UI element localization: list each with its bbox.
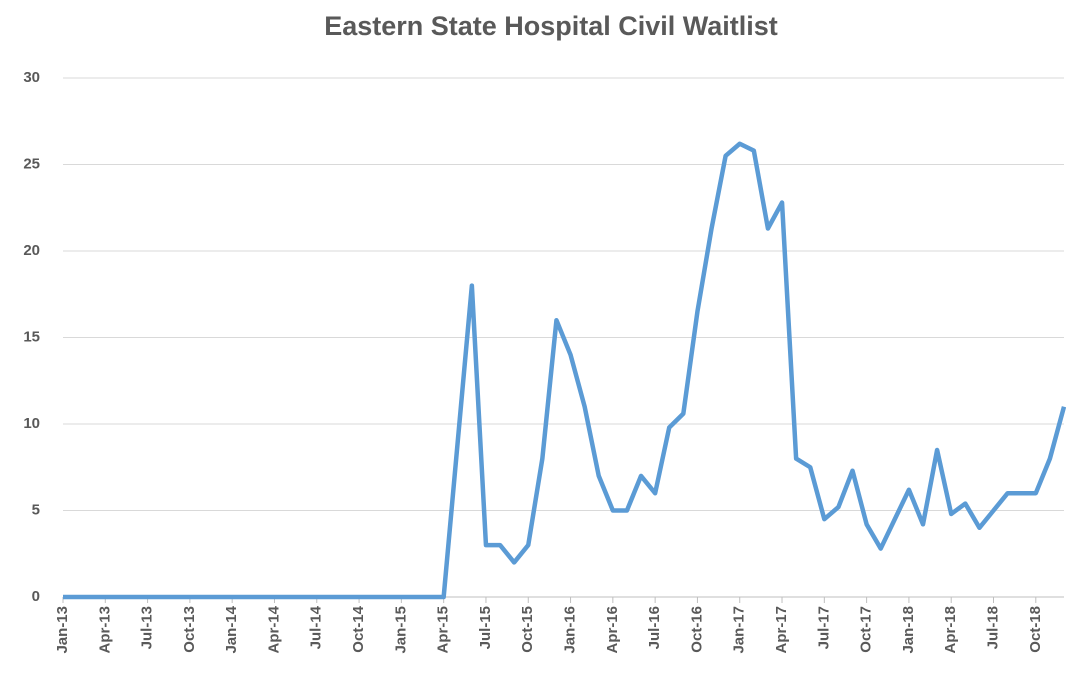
- y-tick-label: 20: [23, 242, 40, 259]
- x-tick-label: Oct-16: [688, 606, 705, 653]
- x-tick-label: Jan-18: [900, 606, 917, 654]
- x-tick-label: Jul-13: [139, 606, 156, 649]
- y-tick-label: 5: [32, 501, 40, 518]
- x-tick-label: Oct-18: [1027, 606, 1044, 653]
- y-tick-label: 0: [32, 588, 40, 605]
- y-tick-label: 30: [23, 69, 40, 86]
- x-tick-label: Apr-14: [265, 605, 282, 653]
- x-tick-label: Apr-13: [96, 606, 113, 654]
- x-tick-label: Jan-16: [562, 606, 579, 654]
- data-line: [63, 141, 1066, 600]
- chart-title: Eastern State Hospital Civil Waitlist: [324, 11, 778, 41]
- y-tick-label: 10: [23, 415, 40, 432]
- x-tick-label: Jan-14: [223, 605, 240, 653]
- x-tick-label: Jan-13: [54, 606, 71, 654]
- x-tick-label: Jul-17: [815, 606, 832, 649]
- x-tick-label: Apr-18: [942, 606, 959, 654]
- x-tick-label: Jul-18: [984, 606, 1001, 649]
- x-tick-label: Apr-15: [435, 606, 452, 654]
- x-tick-label: Jul-15: [477, 606, 494, 649]
- x-tick-label: Jan-15: [392, 606, 409, 654]
- x-tick-label: Jan-17: [731, 606, 748, 654]
- x-tick-label: Oct-14: [350, 605, 367, 652]
- y-tick-label: 25: [23, 155, 40, 172]
- x-tick-label: Apr-16: [604, 606, 621, 654]
- x-tick-label: Oct-15: [519, 606, 536, 653]
- x-tick-label: Apr-17: [773, 606, 790, 654]
- x-tick-label: Jul-14: [308, 605, 325, 649]
- x-tick-label: Oct-17: [858, 606, 875, 653]
- x-tick-label: Jul-16: [646, 606, 663, 649]
- x-tick-label: Oct-13: [181, 606, 198, 653]
- y-tick-label: 15: [23, 328, 40, 345]
